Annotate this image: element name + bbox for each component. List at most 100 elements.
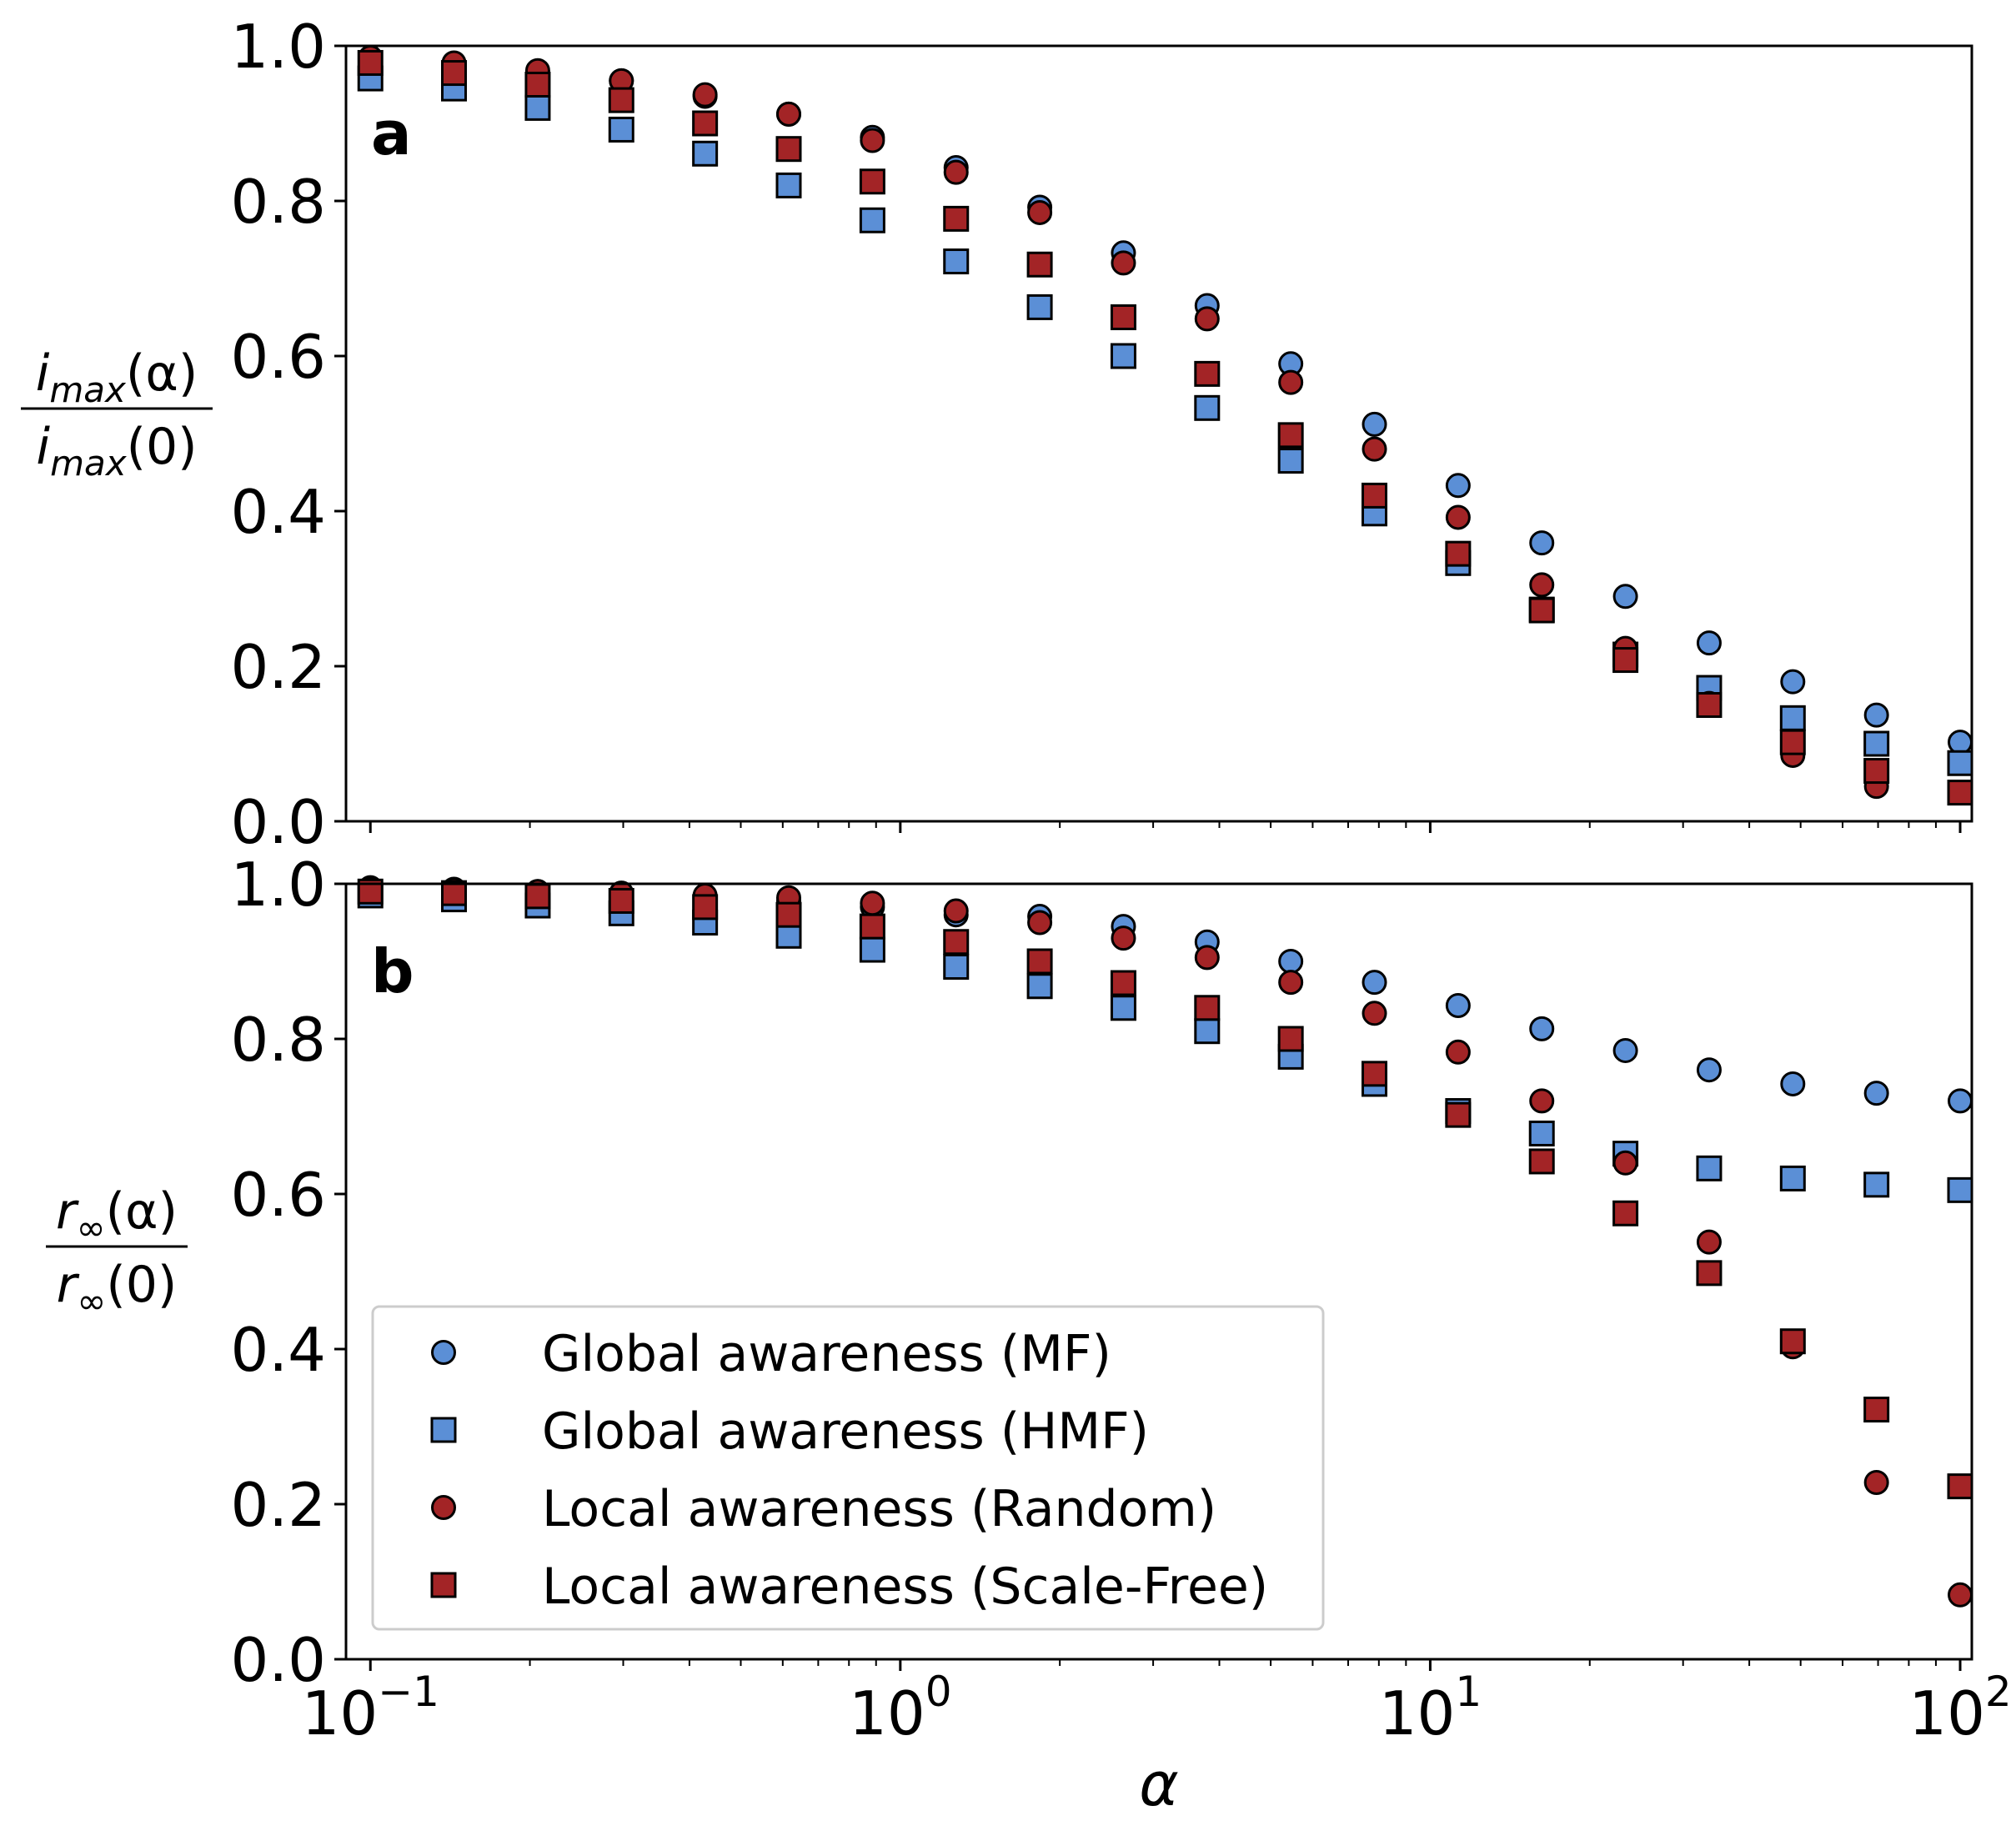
data-point-square <box>524 883 551 910</box>
data-point-circle <box>1111 926 1136 951</box>
series-global-awareness-hmf <box>357 882 1973 1203</box>
data-point-circle <box>1780 1071 1806 1096</box>
series-global-awareness-hmf <box>357 65 1973 776</box>
legend-entry: Global awareness (HMF) <box>430 1402 1149 1461</box>
data-point-square <box>1696 692 1723 718</box>
data-point-square <box>441 60 468 87</box>
ytick-label: 0.0 <box>230 787 326 857</box>
legend-box <box>371 1305 1325 1631</box>
data-point-square <box>1696 1260 1723 1287</box>
data-point-square <box>1779 1165 1806 1191</box>
legend: Global awareness (MF) Global awareness (H… <box>371 1305 1325 1631</box>
data-point-circle <box>1612 584 1638 610</box>
ytick-label: 0.4 <box>230 1315 326 1385</box>
data-point-square <box>1110 970 1136 996</box>
data-point-square <box>1026 973 1053 1000</box>
xtick-label: 102 <box>1908 1668 2011 1748</box>
series-global-awareness-mf <box>358 44 1973 755</box>
legend-label: Local awareness (Random) <box>542 1480 1216 1538</box>
data-point-circle <box>1780 669 1806 695</box>
data-point-square <box>441 880 468 906</box>
data-point-circle <box>860 890 885 916</box>
data-point-square <box>1194 1018 1221 1045</box>
panel-b-ylabel: r∞(α) r∞(0) <box>46 1182 188 1322</box>
legend-marker-circle <box>431 1495 456 1520</box>
data-point-square <box>943 929 970 956</box>
data-point-square <box>1696 1155 1723 1181</box>
data-point-square <box>524 94 551 121</box>
data-point-square <box>1277 448 1304 474</box>
data-point-circle <box>1362 970 1387 996</box>
data-point-circle <box>1194 306 1220 332</box>
data-point-square <box>1445 540 1472 567</box>
data-point-circle <box>1863 702 1889 728</box>
data-point-circle <box>1696 630 1722 656</box>
legend-entry: Local awareness (Random) <box>431 1480 1216 1538</box>
ytick-label: 0.2 <box>230 632 326 702</box>
data-point-circle <box>1696 1229 1722 1255</box>
data-point-circle <box>1863 1081 1889 1106</box>
data-point-circle <box>1529 530 1555 556</box>
legend-marker-circle <box>431 1340 456 1365</box>
xtick-label: 100 <box>849 1668 951 1748</box>
panel-b-xtick-labels: 10−1 100 101 102 <box>302 1668 2012 1748</box>
data-point-circle <box>1445 1039 1471 1065</box>
data-point-circle <box>1948 1582 1973 1608</box>
data-point-circle <box>1362 1001 1387 1026</box>
legend-label: Global awareness (HMF) <box>542 1402 1149 1461</box>
panel-a-ylabel: imax(α) imax(0) <box>21 344 213 484</box>
data-point-square <box>1528 1148 1555 1175</box>
xtick-label: 101 <box>1379 1668 1482 1748</box>
data-point-square <box>943 205 970 232</box>
data-point-circle <box>1194 945 1220 971</box>
data-point-square <box>357 49 384 76</box>
data-point-square <box>524 72 551 98</box>
data-point-circle <box>692 82 718 108</box>
data-point-square <box>775 172 802 198</box>
legend-marker-square <box>430 1417 457 1443</box>
legend-entry: Global awareness (MF) <box>431 1325 1111 1383</box>
data-point-circle <box>1445 993 1471 1019</box>
panel-b-axes-frame <box>344 882 1973 1661</box>
data-point-square <box>608 116 634 143</box>
data-point-circle <box>1027 199 1053 225</box>
data-point-square <box>859 168 885 195</box>
ytick-label: 0.6 <box>230 322 326 392</box>
data-point-square <box>608 87 634 113</box>
data-point-square <box>859 913 885 940</box>
data-point-circle <box>1445 473 1471 499</box>
data-point-circle <box>775 101 801 127</box>
data-point-square <box>1362 1061 1388 1087</box>
ytick-label: 0.6 <box>230 1160 326 1230</box>
legend-marker-square <box>430 1572 457 1598</box>
data-point-square <box>1947 1176 1973 1203</box>
panel-a-markers <box>357 44 1973 806</box>
data-point-circle <box>1362 411 1387 437</box>
series-global-awareness-mf <box>358 875 1973 1114</box>
panel-b-markers <box>357 875 1973 1608</box>
data-point-square <box>1277 422 1304 449</box>
panel-a-axes-frame <box>344 44 1973 823</box>
data-point-circle <box>1278 369 1304 395</box>
ytick-label: 1.0 <box>230 850 326 920</box>
ytick-label: 1.0 <box>230 12 326 82</box>
legend-label: Local awareness (Scale-Free) <box>542 1558 1268 1616</box>
data-point-square <box>608 887 634 914</box>
data-point-square <box>859 207 885 233</box>
panel-a-ylabel-numerator: imax(α) <box>36 344 198 410</box>
data-point-square <box>1863 1171 1890 1198</box>
data-point-square <box>1026 948 1053 975</box>
data-point-circle <box>1863 1469 1889 1495</box>
panel-b-ylabel-denominator: r∞(0) <box>57 1256 178 1322</box>
data-point-square <box>1612 647 1639 674</box>
data-point-square <box>1863 758 1890 785</box>
data-point-circle <box>860 128 885 153</box>
data-point-circle <box>1445 504 1471 530</box>
data-point-square <box>1779 1328 1806 1355</box>
data-point-circle <box>1111 250 1136 276</box>
legend-label: Global awareness (MF) <box>542 1325 1111 1383</box>
data-point-square <box>692 110 719 137</box>
data-point-square <box>1026 251 1053 278</box>
panel-a: 0.0 0.2 0.4 0.6 0.8 1.0 a imax(α) imax(0) <box>21 12 1973 857</box>
panel-a-ytick-labels: 0.0 0.2 0.4 0.6 0.8 1.0 <box>230 12 326 857</box>
